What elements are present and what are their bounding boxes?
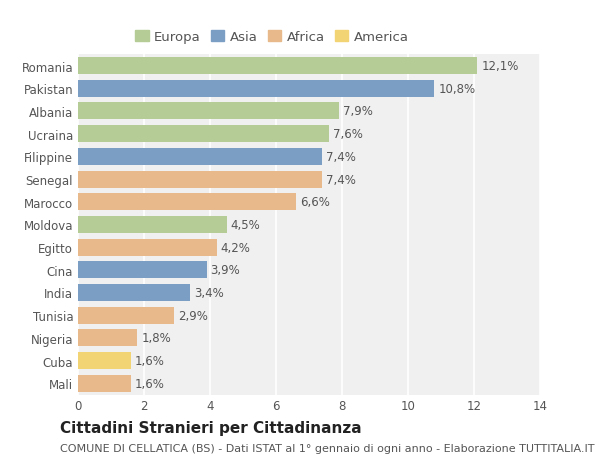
Text: Cittadini Stranieri per Cittadinanza: Cittadini Stranieri per Cittadinanza: [60, 420, 362, 435]
Text: 2,9%: 2,9%: [178, 309, 208, 322]
Bar: [78, 103, 338, 120]
Bar: [78, 171, 322, 188]
Bar: [78, 126, 329, 143]
Text: 1,6%: 1,6%: [135, 354, 164, 367]
Text: 7,4%: 7,4%: [326, 151, 356, 163]
Bar: [78, 194, 296, 211]
Text: 3,4%: 3,4%: [194, 286, 224, 299]
Bar: [78, 58, 478, 75]
Bar: [78, 375, 131, 392]
Text: 3,9%: 3,9%: [211, 264, 241, 277]
Text: 1,6%: 1,6%: [135, 377, 164, 390]
Bar: [78, 149, 322, 165]
Text: 4,2%: 4,2%: [221, 241, 250, 254]
Bar: [78, 307, 174, 324]
Text: 10,8%: 10,8%: [439, 83, 475, 95]
Text: 1,8%: 1,8%: [142, 332, 171, 345]
Text: 12,1%: 12,1%: [481, 60, 518, 73]
Text: COMUNE DI CELLATICA (BS) - Dati ISTAT al 1° gennaio di ogni anno - Elaborazione : COMUNE DI CELLATICA (BS) - Dati ISTAT al…: [60, 443, 595, 453]
Text: 7,6%: 7,6%: [333, 128, 362, 141]
Text: 7,4%: 7,4%: [326, 173, 356, 186]
Bar: [78, 353, 131, 369]
Bar: [78, 80, 434, 97]
Bar: [78, 262, 206, 279]
Text: 7,9%: 7,9%: [343, 105, 373, 118]
Bar: [78, 216, 227, 233]
Legend: Europa, Asia, Africa, America: Europa, Asia, Africa, America: [136, 31, 409, 44]
Text: 4,5%: 4,5%: [230, 218, 260, 231]
Bar: [78, 284, 190, 301]
Bar: [78, 330, 137, 347]
Text: 6,6%: 6,6%: [300, 196, 329, 209]
Bar: [78, 239, 217, 256]
